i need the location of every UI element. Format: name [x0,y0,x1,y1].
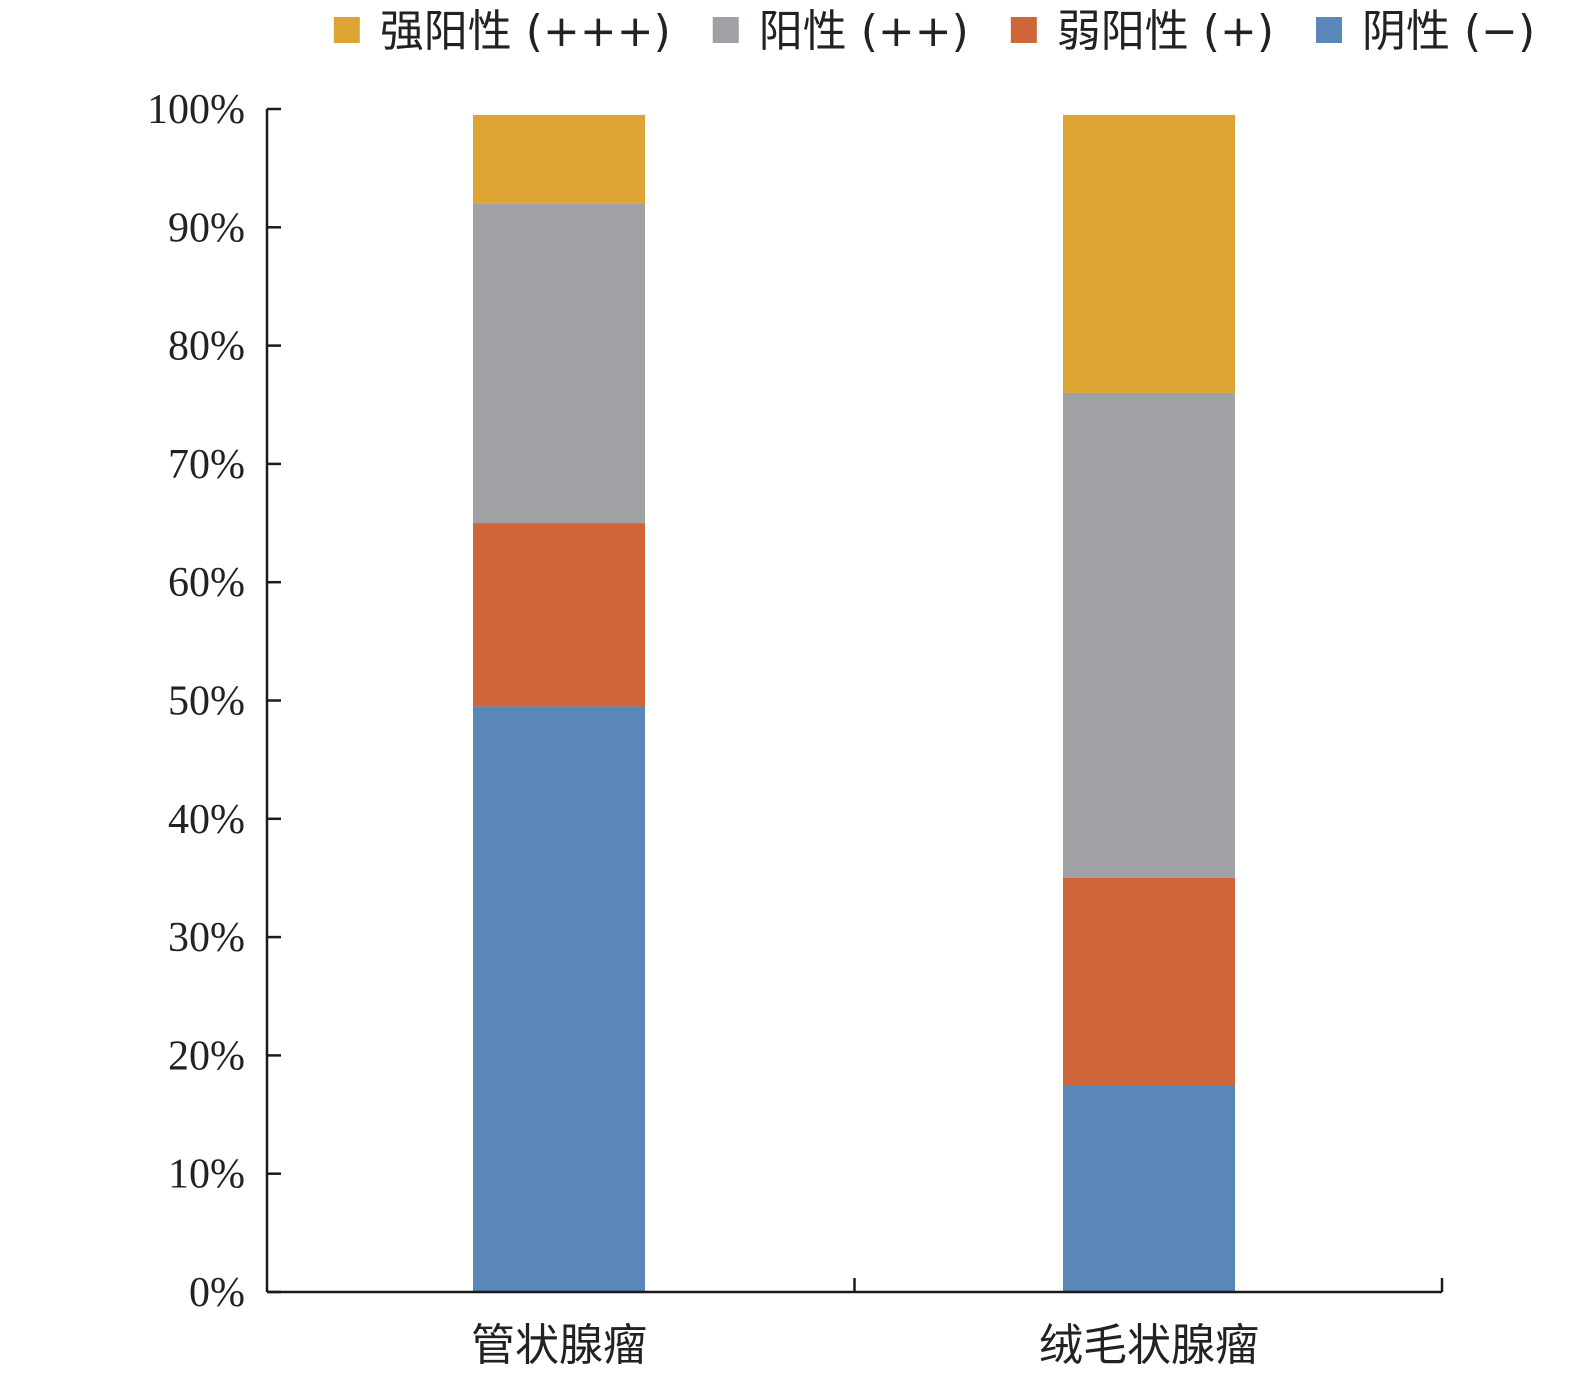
y-tick-label: 10% [168,1152,245,1198]
legend-swatch [712,17,739,43]
y-tick-label: 40% [168,797,245,843]
y-tick-label: 30% [168,915,245,961]
legend-label: 弱阳性 (+) [1057,6,1274,57]
y-tick-label: 80% [168,324,245,370]
y-tick-label: 100% [147,87,245,133]
chart-legend: 强阳性 (+++) 阳性 (++) 弱阳性 (+) 阴性 (−) [333,6,1535,57]
y-tick-label: 0% [189,1270,245,1316]
legend-label: 阴性 (−) [1362,6,1535,57]
chart-bars [473,114,1235,1292]
x-category-label: 管状腺瘤 [471,1320,647,1371]
bar-segment [473,114,645,204]
y-tick-label: 70% [168,442,245,488]
bar-segment [1063,1084,1235,1292]
bar-segment [1063,392,1235,878]
bar-segment [1063,114,1235,393]
x-axis: 管状腺瘤 绒毛状腺瘤 [267,1278,1444,1371]
bar-segment [473,203,645,524]
y-axis: 0% 10% 20% 30% 40% 50% 60% 70% 80% 90% 100% [147,87,281,1316]
y-tick-label: 60% [168,560,245,606]
legend-swatch [1315,17,1342,43]
legend-swatch [1010,17,1037,43]
y-tick-label: 50% [168,679,245,725]
bar-segment [473,523,645,707]
bar-segment [473,706,645,1292]
legend-label: 阳性 (++) [759,6,969,57]
bar-segment [1063,877,1235,1085]
legend-label: 强阳性 (+++) [380,6,671,57]
y-tick-label: 90% [168,205,245,251]
y-tick-label: 20% [168,1033,245,1079]
x-category-label: 绒毛状腺瘤 [1039,1320,1259,1371]
legend-swatch [333,17,360,43]
